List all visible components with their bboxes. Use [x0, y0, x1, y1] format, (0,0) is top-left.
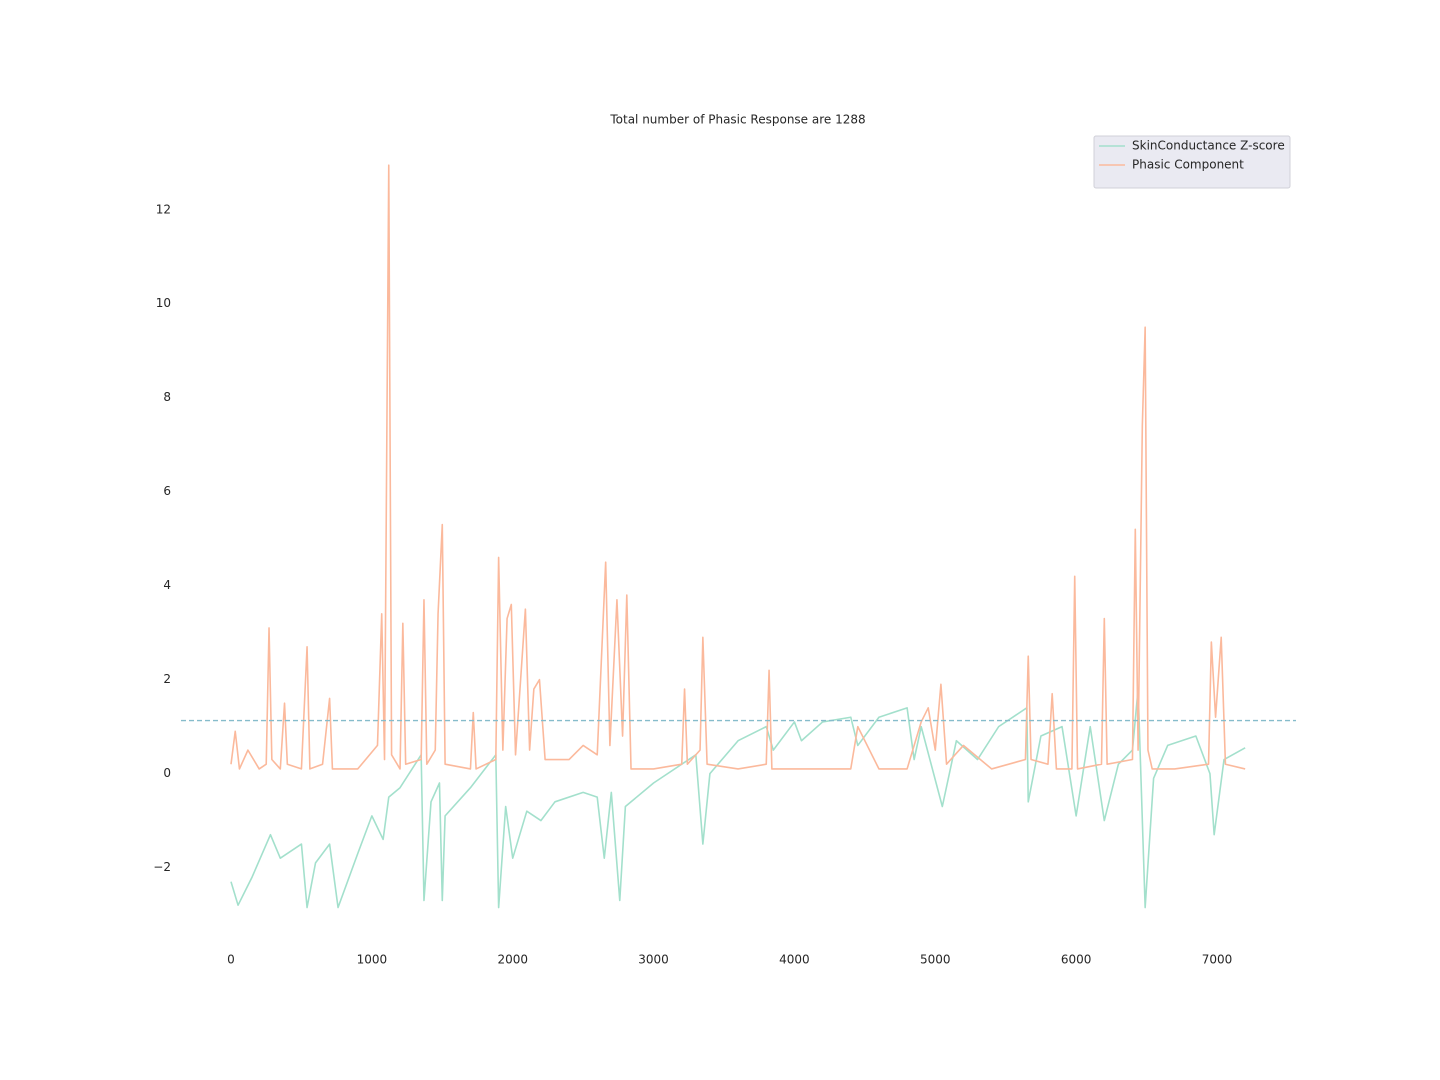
x-tick-label: 7000: [1202, 953, 1233, 967]
y-tick-label: 8: [163, 390, 171, 404]
x-tick-label: 1000: [357, 953, 388, 967]
y-tick-label: 12: [156, 202, 171, 216]
x-tick-label: 4000: [779, 953, 810, 967]
series-line: [230, 164, 1246, 770]
y-tick-label: 4: [163, 578, 171, 592]
y-tick-label: 0: [163, 766, 171, 780]
x-tick-label: 5000: [920, 953, 951, 967]
y-tick-label: 10: [156, 296, 171, 310]
legend-label: SkinConductance Z-score: [1132, 139, 1285, 153]
y-tick-label: 2: [163, 672, 171, 686]
y-tick-label: −2: [153, 860, 171, 874]
legend-label: Phasic Component: [1132, 158, 1244, 172]
x-tick-label: 2000: [497, 953, 528, 967]
y-tick-label: 6: [163, 484, 171, 498]
legend-box: [1093, 135, 1291, 189]
x-tick-label: 6000: [1061, 953, 1092, 967]
x-tick-label: 3000: [638, 953, 669, 967]
chart-title: Total number of Phasic Response are 1288: [609, 113, 865, 127]
x-tick-label: 0: [227, 953, 235, 967]
